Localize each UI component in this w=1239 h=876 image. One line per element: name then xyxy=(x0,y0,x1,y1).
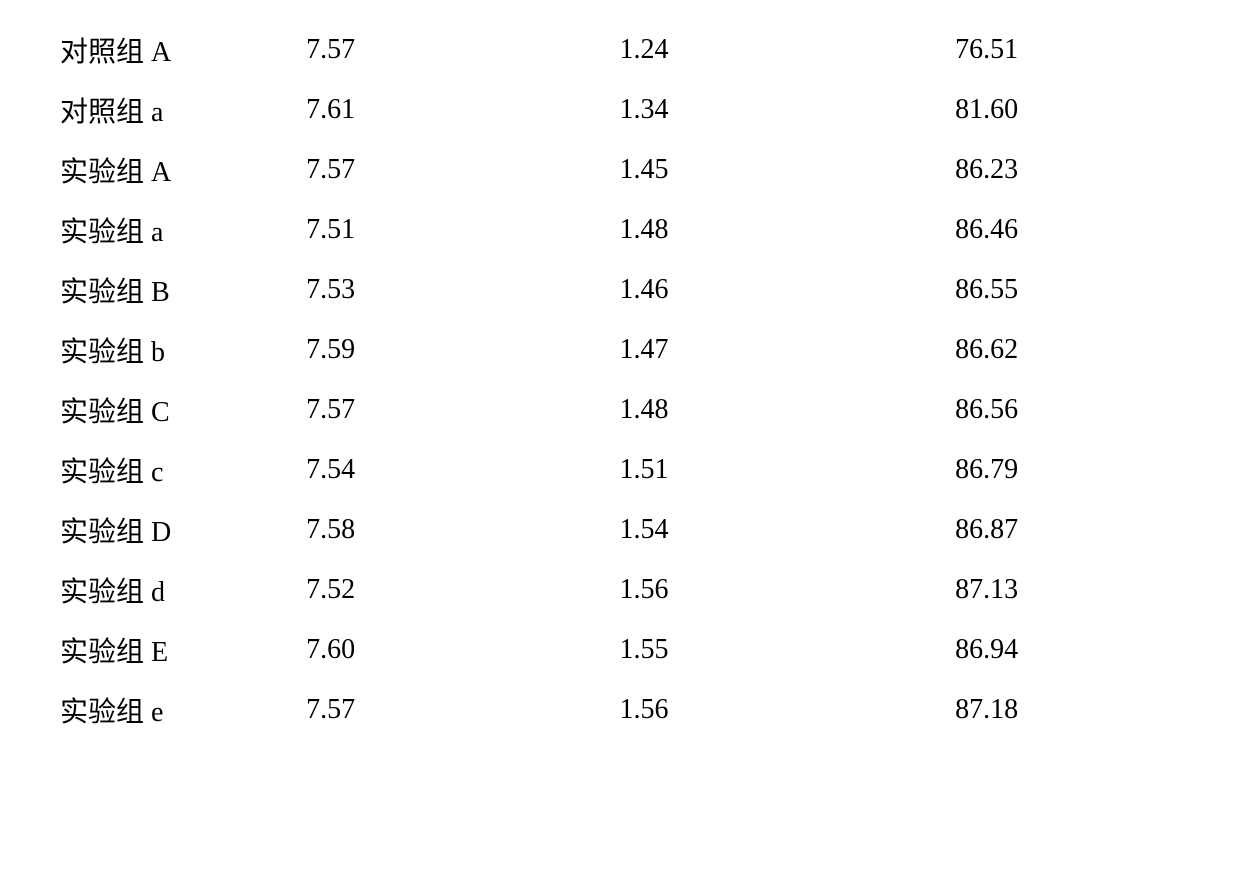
cell-value3: 86.23 xyxy=(955,140,1179,200)
cell-group: 对照组 a xyxy=(60,80,306,140)
cell-value3: 86.94 xyxy=(955,620,1179,680)
cell-group: 实验组 b xyxy=(60,320,306,380)
cell-group: 实验组 a xyxy=(60,200,306,260)
cell-value3: 86.62 xyxy=(955,320,1179,380)
cell-group: 实验组 B xyxy=(60,260,306,320)
cell-value3: 86.46 xyxy=(955,200,1179,260)
table-row: 实验组 C 7.57 1.48 86.56 xyxy=(60,380,1179,440)
experiment-data-table: 对照组 A 7.57 1.24 76.51 对照组 a 7.61 1.34 81… xyxy=(60,20,1179,740)
cell-value2: 1.54 xyxy=(619,500,955,560)
table-row: 实验组 c 7.54 1.51 86.79 xyxy=(60,440,1179,500)
cell-value2: 1.45 xyxy=(619,140,955,200)
cell-group: 实验组 d xyxy=(60,560,306,620)
table-row: 对照组 a 7.61 1.34 81.60 xyxy=(60,80,1179,140)
cell-group: 实验组 E xyxy=(60,620,306,680)
cell-value3: 86.55 xyxy=(955,260,1179,320)
table-row: 实验组 b 7.59 1.47 86.62 xyxy=(60,320,1179,380)
table-row: 实验组 D 7.58 1.54 86.87 xyxy=(60,500,1179,560)
cell-value3: 86.87 xyxy=(955,500,1179,560)
cell-value2: 1.48 xyxy=(619,380,955,440)
cell-value1: 7.54 xyxy=(306,440,619,500)
table-row: 对照组 A 7.57 1.24 76.51 xyxy=(60,20,1179,80)
cell-value2: 1.47 xyxy=(619,320,955,380)
cell-value2: 1.51 xyxy=(619,440,955,500)
cell-group: 实验组 c xyxy=(60,440,306,500)
cell-value1: 7.59 xyxy=(306,320,619,380)
table-row: 实验组 d 7.52 1.56 87.13 xyxy=(60,560,1179,620)
cell-value1: 7.57 xyxy=(306,680,619,740)
cell-value3: 86.79 xyxy=(955,440,1179,500)
cell-value3: 76.51 xyxy=(955,20,1179,80)
cell-group: 实验组 e xyxy=(60,680,306,740)
table-row: 实验组 B 7.53 1.46 86.55 xyxy=(60,260,1179,320)
cell-group: 实验组 D xyxy=(60,500,306,560)
table-row: 实验组 e 7.57 1.56 87.18 xyxy=(60,680,1179,740)
cell-value1: 7.52 xyxy=(306,560,619,620)
table-row: 实验组 a 7.51 1.48 86.46 xyxy=(60,200,1179,260)
cell-value3: 87.13 xyxy=(955,560,1179,620)
cell-value3: 81.60 xyxy=(955,80,1179,140)
cell-group: 实验组 C xyxy=(60,380,306,440)
cell-value1: 7.58 xyxy=(306,500,619,560)
table-row: 实验组 A 7.57 1.45 86.23 xyxy=(60,140,1179,200)
cell-value2: 1.56 xyxy=(619,560,955,620)
table-body: 对照组 A 7.57 1.24 76.51 对照组 a 7.61 1.34 81… xyxy=(60,20,1179,740)
cell-value2: 1.48 xyxy=(619,200,955,260)
cell-value1: 7.51 xyxy=(306,200,619,260)
cell-value1: 7.57 xyxy=(306,20,619,80)
cell-value1: 7.60 xyxy=(306,620,619,680)
cell-value3: 86.56 xyxy=(955,380,1179,440)
cell-value1: 7.53 xyxy=(306,260,619,320)
cell-value2: 1.55 xyxy=(619,620,955,680)
cell-value3: 87.18 xyxy=(955,680,1179,740)
cell-value1: 7.57 xyxy=(306,140,619,200)
cell-value2: 1.56 xyxy=(619,680,955,740)
table-row: 实验组 E 7.60 1.55 86.94 xyxy=(60,620,1179,680)
cell-value1: 7.61 xyxy=(306,80,619,140)
cell-value2: 1.46 xyxy=(619,260,955,320)
cell-value1: 7.57 xyxy=(306,380,619,440)
cell-group: 对照组 A xyxy=(60,20,306,80)
cell-group: 实验组 A xyxy=(60,140,306,200)
cell-value2: 1.24 xyxy=(619,20,955,80)
cell-value2: 1.34 xyxy=(619,80,955,140)
